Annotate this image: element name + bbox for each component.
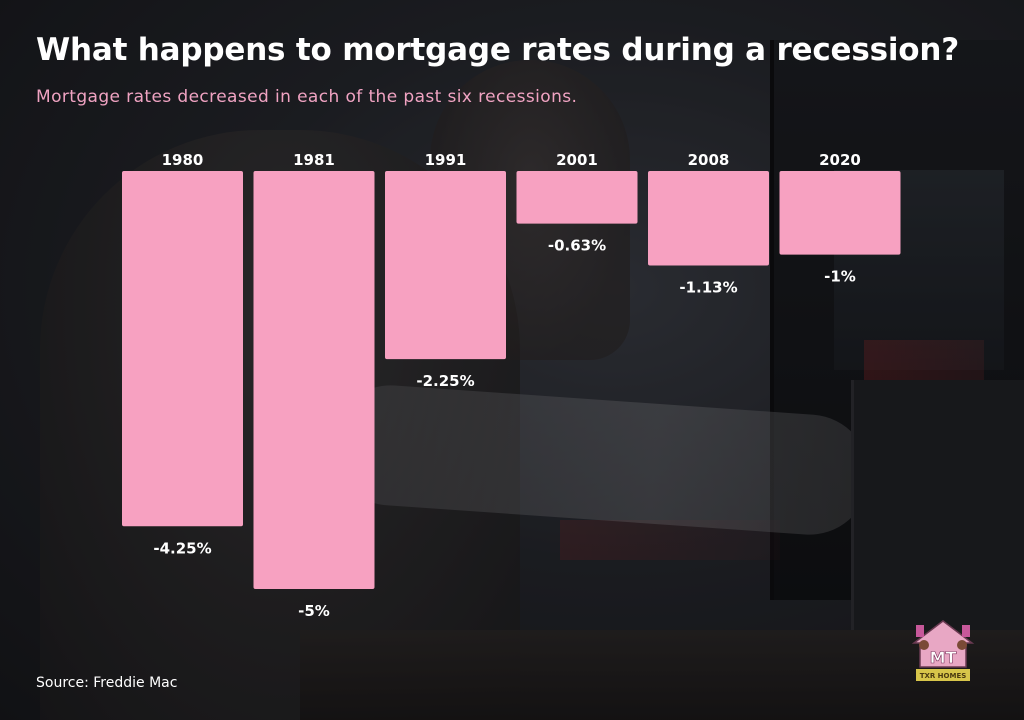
bar [779,171,901,255]
txr-homes-logo: MT TXR HOMES [911,620,975,681]
year-label: 1980 [162,151,204,169]
value-label: -2.25% [416,372,474,390]
value-label: -4.25% [153,539,211,557]
bar [253,171,375,589]
year-label: 1981 [293,151,335,169]
value-label: -5% [298,602,330,620]
year-label: 1991 [425,151,467,169]
bar [516,171,638,224]
year-label: 2020 [819,151,861,169]
house-icon [911,620,975,668]
bar [122,171,243,527]
year-label: 2001 [556,151,598,169]
value-label: -1.13% [679,278,737,296]
bars-group: 1980 -4.25% 1981 -5% 1991 -2.25% 2001 -0.63% 200… [122,151,901,620]
logo-text: TXR HOMES [920,672,967,680]
source-note: Source: Freddie Mac [36,675,178,691]
year-label: 2008 [688,151,730,169]
bar [648,171,769,266]
chart-title: What happens to mortgage rates during a … [36,32,960,68]
chart-subtitle: Mortgage rates decreased in each of the … [36,87,578,107]
value-label: -0.63% [548,237,606,255]
logo-letters: MT [930,648,957,667]
bar [385,171,506,360]
value-label: -1% [824,268,856,286]
